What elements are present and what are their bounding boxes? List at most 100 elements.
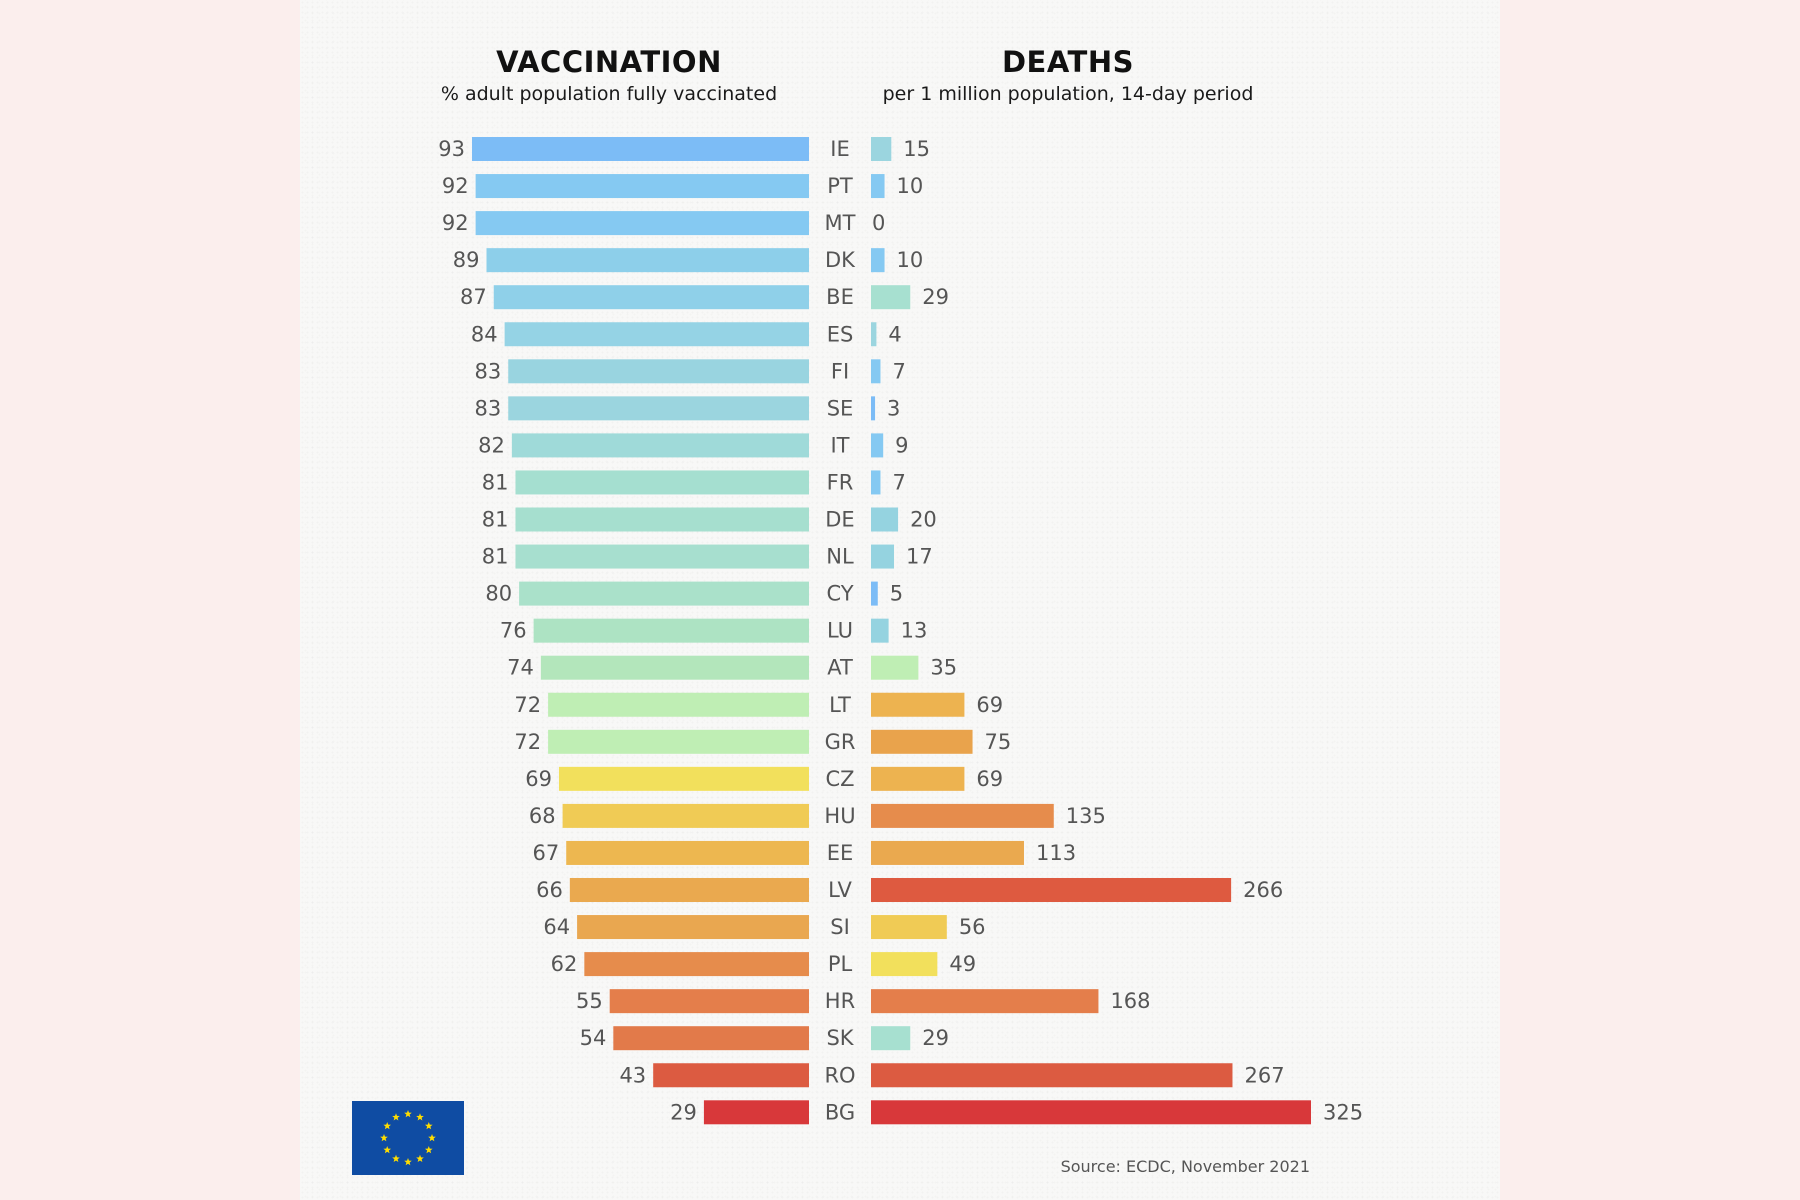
country-label-hr: HR bbox=[825, 989, 855, 1013]
star-icon bbox=[404, 1110, 412, 1118]
deaths-value-sk: 29 bbox=[922, 1026, 949, 1050]
vaccination-bar-pl bbox=[584, 952, 809, 977]
vaccination-value-de: 81 bbox=[482, 508, 509, 532]
deaths-bar-cy bbox=[871, 581, 878, 606]
vaccination-value-lt: 72 bbox=[514, 693, 541, 717]
vaccination-bar-gr bbox=[548, 729, 809, 754]
country-label-de: DE bbox=[825, 508, 854, 532]
vaccination-value-lu: 76 bbox=[500, 619, 527, 643]
deaths-bar-de bbox=[871, 507, 899, 532]
vaccination-bar-ee bbox=[566, 840, 809, 865]
vaccination-value-it: 82 bbox=[478, 433, 505, 457]
country-label-dk: DK bbox=[825, 248, 856, 272]
vaccination-value-cz: 69 bbox=[525, 767, 552, 791]
country-label-fr: FR bbox=[827, 470, 854, 494]
deaths-value-ie: 15 bbox=[903, 137, 930, 161]
country-label-fi: FI bbox=[831, 359, 849, 383]
country-label-gr: GR bbox=[825, 730, 856, 754]
country-label-ie: IE bbox=[830, 137, 849, 161]
vaccination-bar-cy bbox=[519, 581, 809, 606]
country-label-hu: HU bbox=[824, 804, 855, 828]
vaccination-bar-mt bbox=[475, 211, 809, 236]
country-label-at: AT bbox=[827, 656, 853, 680]
deaths-value-cz: 69 bbox=[976, 767, 1003, 791]
deaths-bar-at bbox=[871, 655, 919, 680]
vaccination-bar-pt bbox=[475, 174, 809, 199]
deaths-value-lv: 266 bbox=[1243, 878, 1283, 902]
vaccination-bar-lv bbox=[569, 878, 809, 902]
deaths-bar-bg bbox=[871, 1100, 1311, 1125]
country-label-bg: BG bbox=[825, 1100, 855, 1124]
deaths-bar-dk bbox=[871, 248, 885, 273]
deaths-value-ro: 267 bbox=[1244, 1063, 1284, 1087]
deaths-value-at: 35 bbox=[930, 656, 957, 680]
vaccination-value-gr: 72 bbox=[514, 730, 541, 754]
deaths-bar-pl bbox=[871, 952, 938, 977]
star-icon bbox=[424, 1146, 433, 1154]
vaccination-bar-sk bbox=[613, 1026, 809, 1051]
vaccination-value-nl: 81 bbox=[482, 545, 509, 569]
deaths-value-hu: 135 bbox=[1066, 804, 1106, 828]
deaths-bar-be bbox=[871, 285, 911, 310]
vaccination-value-sk: 54 bbox=[580, 1026, 607, 1050]
deaths-value-nl: 17 bbox=[906, 545, 933, 569]
deaths-bar-fr bbox=[871, 470, 881, 495]
vaccination-value-lv: 66 bbox=[536, 878, 563, 902]
deaths-value-be: 29 bbox=[922, 285, 949, 309]
deaths-bar-fi bbox=[871, 359, 881, 384]
deaths-bar-pt bbox=[871, 174, 885, 199]
deaths-bar-nl bbox=[871, 544, 895, 569]
country-label-ro: RO bbox=[824, 1063, 855, 1087]
vaccination-value-dk: 89 bbox=[453, 248, 480, 272]
star-icon bbox=[392, 1113, 400, 1121]
deaths-value-si: 56 bbox=[959, 915, 986, 939]
deaths-bar-es bbox=[871, 322, 877, 347]
deaths-bar-ee bbox=[871, 840, 1024, 865]
vaccination-bar-it bbox=[511, 433, 809, 458]
vaccination-bar-de bbox=[515, 507, 809, 532]
deaths-bar-lt bbox=[871, 692, 965, 717]
vaccination-title: VACCINATION bbox=[496, 45, 722, 79]
deaths-title: DEATHS bbox=[1001, 45, 1134, 79]
star-icon bbox=[383, 1146, 392, 1154]
deaths-value-lu: 13 bbox=[901, 619, 928, 643]
deaths-value-it: 9 bbox=[895, 433, 908, 457]
vaccination-bar-es bbox=[504, 322, 809, 347]
vaccination-value-ee: 67 bbox=[532, 841, 559, 865]
star-icon bbox=[424, 1122, 433, 1130]
country-label-pt: PT bbox=[827, 174, 853, 198]
source-note: Source: ECDC, November 2021 bbox=[1060, 1157, 1310, 1176]
deaths-value-fr: 7 bbox=[892, 470, 905, 494]
deaths-bar-si bbox=[871, 915, 947, 940]
country-label-se: SE bbox=[827, 396, 854, 420]
star-icon bbox=[380, 1134, 388, 1142]
vaccination-value-se: 83 bbox=[475, 396, 502, 420]
vaccination-subtitle: % adult population fully vaccinated bbox=[440, 83, 778, 105]
deaths-value-ee: 113 bbox=[1036, 841, 1076, 865]
vaccination-bar-cz bbox=[558, 766, 809, 791]
vaccination-bar-at bbox=[540, 655, 809, 680]
vaccination-value-hr: 55 bbox=[576, 989, 603, 1013]
country-label-nl: NL bbox=[826, 545, 854, 569]
deaths-bar-se bbox=[871, 396, 876, 421]
deaths-bar-sk bbox=[871, 1026, 911, 1051]
eu-flag-logo bbox=[352, 1101, 464, 1175]
vaccination-bar-be bbox=[493, 285, 809, 310]
vaccination-bar-hr bbox=[609, 989, 809, 1014]
vaccination-bar-lt bbox=[548, 692, 809, 717]
star-icon bbox=[383, 1122, 392, 1130]
country-label-be: BE bbox=[826, 285, 854, 309]
country-label-pl: PL bbox=[828, 952, 853, 976]
vaccination-value-es: 84 bbox=[471, 322, 498, 346]
deaths-value-cy: 5 bbox=[890, 582, 903, 606]
vaccination-value-fi: 83 bbox=[475, 359, 502, 383]
vaccination-value-hu: 68 bbox=[529, 804, 556, 828]
deaths-value-pt: 10 bbox=[897, 174, 924, 198]
deaths-value-fi: 7 bbox=[892, 359, 905, 383]
deaths-bar-cz bbox=[871, 766, 965, 791]
country-label-cz: CZ bbox=[825, 767, 854, 791]
deaths-value-gr: 75 bbox=[985, 730, 1012, 754]
star-icon bbox=[416, 1113, 424, 1121]
vaccination-value-pt: 92 bbox=[442, 174, 469, 198]
